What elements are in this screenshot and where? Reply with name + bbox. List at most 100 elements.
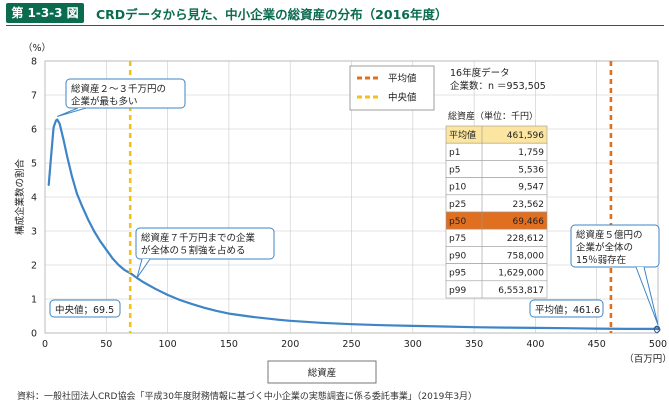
- data-point: [56, 118, 59, 121]
- table-row-value: 1,629,000: [498, 269, 544, 279]
- data-point: [87, 218, 89, 221]
- data-point: [129, 272, 132, 275]
- tail-callout-text: 総資産５億円の: [576, 229, 643, 241]
- table-row-value: 23,562: [513, 200, 545, 210]
- x-tick-label: 250: [342, 339, 360, 350]
- data-point: [58, 123, 61, 125]
- half-callout-box: [135, 227, 275, 260]
- x-tick-label: 350: [465, 339, 483, 350]
- x-tick-label: 0: [42, 339, 48, 350]
- table-row-label: p10: [449, 183, 466, 193]
- data-point: [381, 324, 384, 327]
- table-row-label: p5: [449, 165, 460, 175]
- data-point: [350, 323, 353, 326]
- data-point: [117, 264, 120, 266]
- y-tick-label: 6: [31, 125, 37, 136]
- y-tick-label: 7: [31, 91, 37, 102]
- mean-label-box: [529, 299, 604, 318]
- data-point: [62, 138, 65, 141]
- data-point: [595, 327, 598, 330]
- y-axis-label: 構成企業数の割合: [14, 159, 26, 236]
- series-end-mark: [653, 325, 661, 334]
- table-row-value: 228,612: [507, 234, 544, 244]
- data-point: [411, 324, 414, 327]
- sample-size-text: 企業数：n ＝953,505: [450, 80, 546, 92]
- figure-number: 第 1-3-3 図: [6, 3, 84, 23]
- y-tick-label: 0: [31, 329, 37, 340]
- data-point: [215, 310, 218, 312]
- data-point: [47, 184, 50, 187]
- data-point: [565, 327, 567, 330]
- data-point: [105, 248, 108, 251]
- table-row-value: 1,759: [518, 148, 544, 158]
- distribution-chart: 0 1 2 3 4 5 6 7 8 0 50 100 150 200 250 300 350 400 450 500 （…: [14, 42, 669, 384]
- median-label-text: 中央値；69.5: [55, 304, 114, 316]
- y-tick-label: 4: [31, 193, 37, 204]
- tail-callout-box: [570, 224, 660, 268]
- table-row-value: 5,536: [518, 165, 544, 175]
- data-point: [319, 321, 322, 324]
- table-row-value: 461,596: [507, 131, 544, 141]
- peak-callout-text: 企業が最も多い: [71, 96, 138, 108]
- median-label: 中央値；69.5: [49, 299, 121, 318]
- table-row-label: p95: [449, 269, 466, 279]
- y-tick-label: 5: [31, 159, 37, 170]
- figure-header: 第 1-3-3 図 CRDデータから見た、中小企業の総資産の分布（2016年度）: [0, 0, 669, 26]
- x-tick-label: 50: [100, 339, 112, 350]
- data-point: [626, 328, 629, 330]
- table-row-label: p1: [449, 148, 460, 158]
- data-point: [80, 204, 83, 207]
- data-point: [55, 119, 57, 122]
- data-point: [154, 287, 157, 290]
- peak-callout-pointer: [57, 107, 87, 117]
- half-callout-text: が全体の５割強を占める: [141, 245, 246, 257]
- x-unit: （百万円）: [624, 353, 669, 365]
- data-point: [277, 318, 279, 321]
- y-unit: （%）: [23, 42, 51, 54]
- x-tick-label: 200: [281, 339, 299, 350]
- mean-label: 平均値；461.6: [529, 299, 604, 318]
- table-row-label: 平均値: [449, 129, 476, 141]
- data-point: [228, 312, 230, 315]
- y-tick-label: 8: [31, 57, 37, 68]
- x-tick-label: 500: [649, 339, 667, 350]
- table-row-label: p75: [449, 234, 466, 244]
- table-row-label: p90: [449, 251, 466, 261]
- table-header: 総資産（単位：千円）: [448, 110, 538, 122]
- table-row-value: 69,466: [513, 217, 545, 227]
- tail-callout-text: 15％弱存在: [576, 254, 626, 266]
- mean-label-text: 平均値；461.6: [535, 304, 600, 316]
- data-point: [191, 303, 194, 305]
- data-year-text: 16年度データ: [450, 67, 510, 79]
- data-point: [71, 175, 73, 178]
- header-rule: [6, 25, 664, 26]
- half-callout-text: 総資産７千万円までの企業: [141, 232, 256, 244]
- data-point: [166, 294, 169, 296]
- data-point: [93, 230, 95, 232]
- table-row-value: 6,553,817: [498, 286, 544, 296]
- legend-label-median: 中央値: [388, 92, 417, 104]
- data-point: [442, 325, 445, 328]
- data-point: [473, 326, 475, 329]
- y-tick-label: 3: [31, 227, 37, 238]
- data-point: [75, 192, 78, 195]
- x-tick-label: 400: [526, 339, 544, 350]
- data-point: [252, 316, 255, 318]
- tail-callout-text: 企業が全体の: [576, 242, 633, 254]
- data-point: [178, 299, 181, 301]
- legend-label-mean: 平均値: [388, 73, 417, 85]
- peak-callout-text: 総資産２～３千万円の: [71, 83, 166, 95]
- figure-title: CRDデータから見た、中小企業の総資産の分布（2016年度）: [96, 7, 448, 22]
- tail-callout-pointer: [635, 266, 659, 326]
- data-point: [66, 155, 68, 158]
- x-axis-label-box: [267, 360, 377, 384]
- data-point: [289, 319, 292, 322]
- data-point: [111, 257, 114, 260]
- table-row-label: p50: [449, 217, 466, 227]
- median-label-box: [49, 299, 121, 318]
- data-point: [203, 306, 206, 309]
- table-row-label: p25: [449, 200, 466, 210]
